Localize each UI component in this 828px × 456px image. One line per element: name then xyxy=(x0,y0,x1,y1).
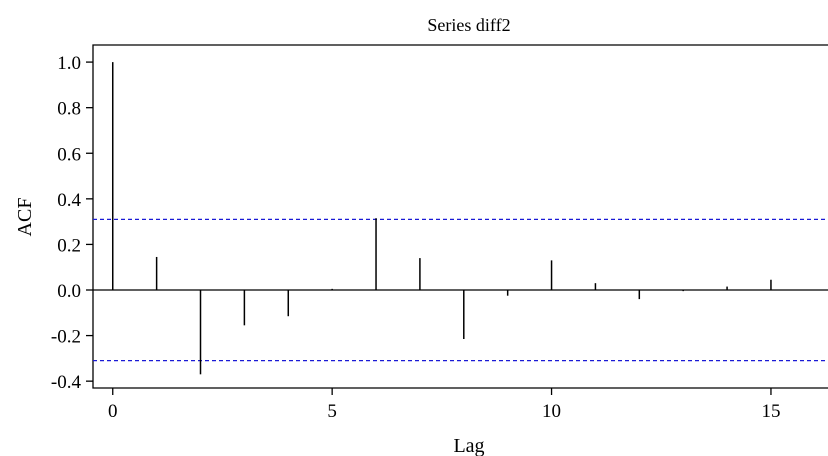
y-tick-label: 0.2 xyxy=(57,235,81,256)
confidence-bounds xyxy=(93,218,828,362)
chart-title: Series diff2 xyxy=(427,15,510,35)
x-tick-label: 15 xyxy=(761,401,780,422)
plot-frame xyxy=(92,44,828,389)
x-axis-label: Lag xyxy=(453,435,484,456)
y-tick-label: 0.8 xyxy=(57,99,81,120)
x-axis: 0 5 10 15 xyxy=(108,388,780,422)
x-tick-label: 10 xyxy=(542,401,561,422)
y-axis-label: ACF xyxy=(14,198,36,237)
acf-spikes xyxy=(93,62,828,375)
y-tick-label: -0.2 xyxy=(51,327,81,348)
plot-border xyxy=(92,44,828,389)
y-tick-label: -0.4 xyxy=(51,372,82,393)
y-tick-label: 0.6 xyxy=(57,144,81,165)
x-tick-label: 5 xyxy=(327,401,337,422)
x-tick-label: 0 xyxy=(108,401,118,422)
y-axis: -0.4 -0.2 0.0 0.2 0.4 0.6 0.8 1.0 xyxy=(51,53,93,393)
y-tick-label: 1.0 xyxy=(57,53,81,74)
y-tick-label: 0.0 xyxy=(57,281,81,302)
y-tick-label: 0.4 xyxy=(57,190,81,211)
